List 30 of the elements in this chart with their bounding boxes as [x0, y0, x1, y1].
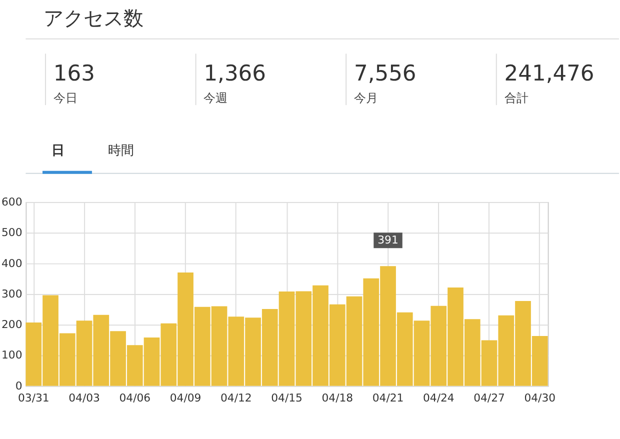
x-tick-label: 03/31	[18, 391, 50, 404]
y-tick-label: 600	[2, 195, 22, 208]
category-label: 今月	[354, 91, 378, 106]
category-label: 今週	[204, 91, 228, 106]
x-tick-label: 04/06	[119, 391, 151, 404]
text: アクセス数	[44, 7, 144, 30]
category-label: 今日	[53, 91, 78, 106]
x-tick-label: 04/30	[524, 391, 556, 404]
x-tick-label: 04/27	[474, 391, 505, 404]
y-tick-label: 500	[2, 226, 22, 240]
x-tick-label: 04/15	[271, 391, 302, 404]
category-label: 合計	[504, 91, 528, 106]
y-tick-label: 400	[2, 256, 22, 270]
data-label: 391	[378, 233, 398, 246]
y-tick-label: 200	[2, 318, 22, 332]
y-tick-label: 0	[15, 379, 22, 392]
text: 1,366	[204, 61, 266, 86]
x-tick-label: 04/21	[372, 391, 404, 404]
text: 241,476	[504, 61, 594, 86]
x-tick-label: 04/12	[220, 391, 252, 404]
text: 日	[51, 144, 64, 159]
y-tick-label: 300	[2, 287, 22, 300]
x-tick-label: 04/09	[170, 391, 202, 404]
text: 163	[53, 61, 95, 86]
x-tick-label: 04/24	[422, 391, 454, 404]
text: 7,556	[354, 61, 416, 86]
x-tick-label: 04/18	[322, 391, 354, 404]
text: 時間	[108, 144, 134, 159]
x-tick-label: 04/03	[68, 391, 100, 404]
y-tick-label: 100	[2, 348, 22, 362]
